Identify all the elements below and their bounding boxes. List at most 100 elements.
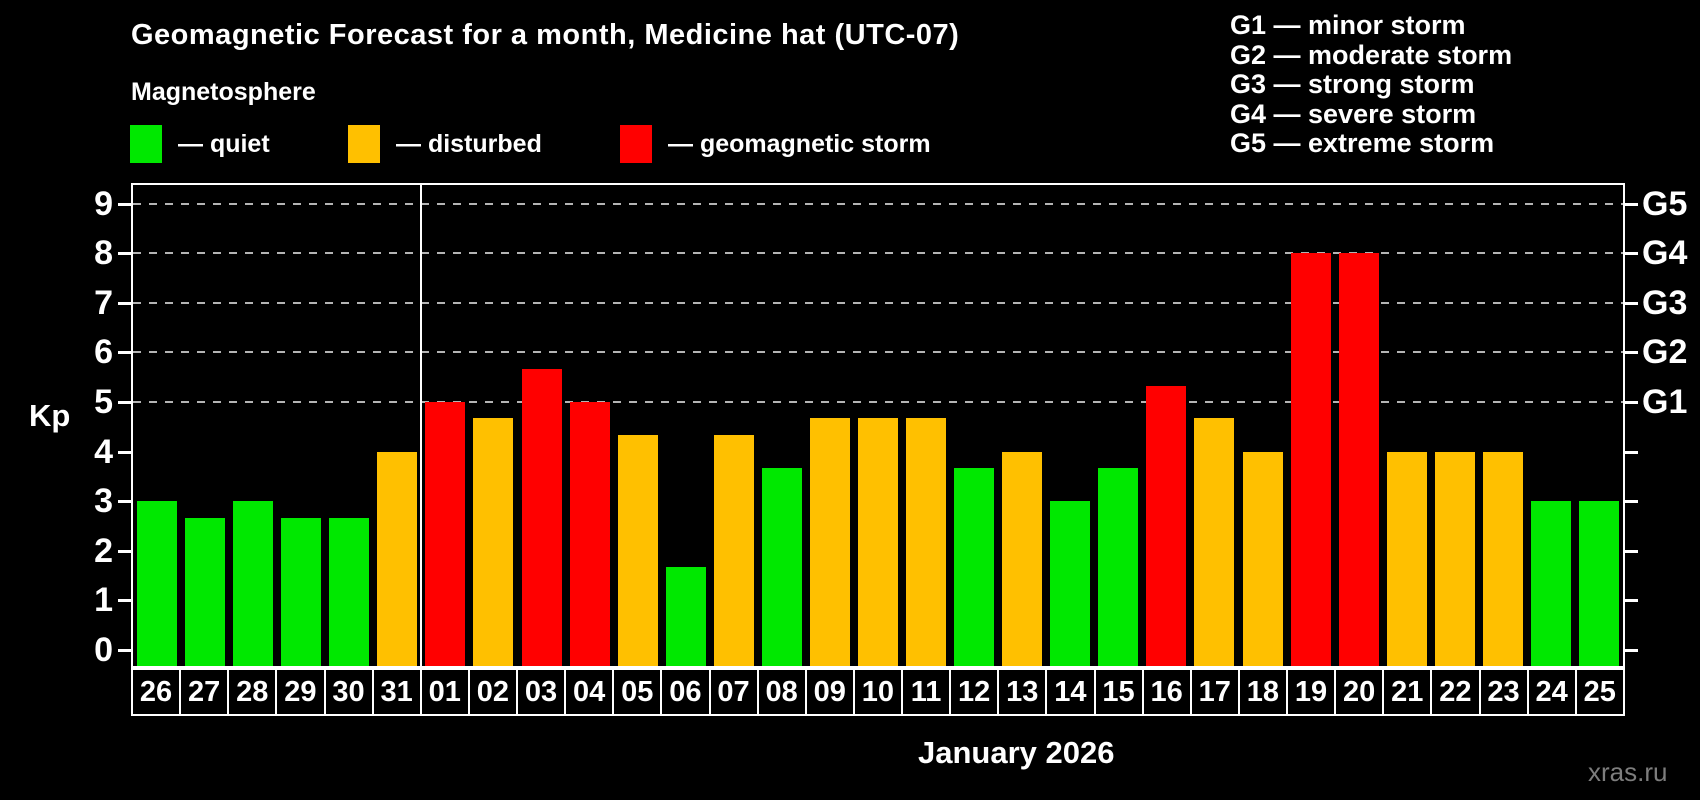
legend-item-storm: — geomagnetic storm (620, 122, 931, 166)
kp-bar-day-28 (233, 501, 274, 666)
kp-bar-day-05 (617, 435, 658, 666)
y-axis-tick (118, 450, 131, 454)
y-axis-tick-label: 0 (94, 631, 113, 669)
day-label-27: 27 (179, 668, 230, 716)
day-label-09: 09 (804, 668, 855, 716)
day-label-18: 18 (1237, 668, 1288, 716)
right-axis-label-g3: G3 (1642, 283, 1688, 322)
y-axis-tick-label: 1 (94, 581, 113, 620)
y-axis-tick (118, 500, 131, 504)
day-label-19: 19 (1286, 668, 1337, 716)
x-axis-day-row: 26 27 28 29 30 31 01 02 03 04 05 06 07 08 09 10 11 12 13 14… (131, 668, 1625, 716)
kp-bar-day-26 (137, 501, 178, 666)
day-label-16: 16 (1141, 668, 1192, 716)
kp-bar-day-13 (1002, 452, 1043, 666)
day-label-04: 04 (564, 668, 615, 716)
kp-bar-day-01 (425, 402, 466, 666)
legend-label-quiet: — quiet (178, 129, 270, 158)
storm-swatch (620, 125, 652, 163)
day-label-05: 05 (612, 668, 663, 716)
kp-bar-day-31 (377, 452, 418, 666)
kp-bar-day-19 (1290, 253, 1331, 666)
gridline-kp6 (133, 351, 1623, 354)
legend-label-storm: — geomagnetic storm (668, 129, 931, 158)
kp-bar-day-23 (1482, 452, 1523, 666)
day-label-20: 20 (1334, 668, 1385, 716)
right-axis-tick (1625, 500, 1638, 504)
gridline-kp5 (133, 401, 1623, 403)
legend-label-disturbed: — disturbed (396, 129, 542, 158)
day-label-23: 23 (1478, 668, 1529, 716)
kp-bar-day-17 (1194, 418, 1235, 666)
right-axis-tick (1625, 450, 1638, 454)
day-label-21: 21 (1382, 668, 1433, 716)
day-label-30: 30 (323, 668, 374, 716)
kp-bar-day-30 (329, 518, 370, 666)
right-axis-tick (1625, 599, 1638, 603)
kp-bar-day-09 (809, 418, 850, 666)
magnetosphere-subtitle: Magnetosphere (131, 78, 316, 106)
plot-area: Kp G1 G2 G3 G4 G5 0 1 2 3 4 5 6 7 8 9 (29, 183, 1687, 669)
storm-scale-line-g1: G1 — minor storm (1230, 10, 1466, 40)
day-label-01: 01 (419, 668, 470, 716)
kp-bar-day-27 (185, 518, 226, 666)
day-label-02: 02 (467, 668, 518, 716)
day-label-25: 25 (1574, 668, 1625, 716)
day-label-10: 10 (852, 668, 903, 716)
right-axis-tick (1625, 351, 1638, 355)
kp-bar-day-02 (473, 418, 514, 666)
right-axis-label-g5: G5 (1642, 184, 1688, 223)
legend-item-disturbed: — disturbed (348, 122, 542, 166)
y-axis-tick (118, 649, 131, 652)
quiet-swatch (130, 125, 162, 163)
day-label-22: 22 (1430, 668, 1481, 716)
kp-bar-day-10 (858, 418, 898, 666)
day-label-03: 03 (516, 668, 567, 716)
y-axis-tick (118, 252, 131, 256)
y-axis-tick-label: 2 (94, 531, 113, 570)
storm-scale-line-g5: G5 — extreme storm (1230, 128, 1495, 158)
day-label-29: 29 (275, 668, 326, 716)
y-axis-tick (118, 549, 131, 553)
disturbed-swatch (348, 125, 380, 163)
kp-bar-day-08 (761, 468, 802, 666)
kp-bar-day-25 (1578, 501, 1619, 666)
storm-scale-legend: G1 — minor storm G2 — moderate storm G3 — … (1230, 10, 1512, 159)
day-label-17: 17 (1189, 668, 1240, 716)
kp-bar-day-03 (521, 369, 562, 666)
day-label-24: 24 (1526, 668, 1577, 716)
kp-bar-day-12 (954, 468, 995, 666)
kp-bar-day-21 (1386, 452, 1427, 666)
right-axis-tick (1625, 549, 1638, 553)
kp-bar-day-20 (1338, 253, 1379, 666)
storm-scale-line-g4: G4 — severe storm (1230, 98, 1477, 129)
day-label-13: 13 (997, 668, 1048, 716)
legend-item-quiet: — quiet (130, 122, 270, 166)
y-axis-title: Kp (29, 398, 71, 433)
kp-bar-day-24 (1530, 501, 1571, 666)
right-axis-tick (1625, 649, 1638, 652)
watermark: xras.ru (1588, 757, 1668, 787)
day-label-31: 31 (371, 668, 422, 716)
kp-bar-day-22 (1434, 452, 1475, 666)
kp-bar-day-18 (1242, 452, 1283, 666)
x-axis-month-label: January 2026 (918, 735, 1115, 770)
y-axis-tick-label: 6 (94, 333, 113, 372)
y-axis-tick-label: 4 (94, 432, 113, 471)
y-axis-tick-label: 8 (94, 234, 113, 273)
right-axis-label-g2: G2 (1642, 333, 1688, 372)
kp-bar-day-07 (713, 435, 754, 666)
day-label-12: 12 (949, 668, 1000, 716)
right-axis-label-g4: G4 (1642, 234, 1688, 273)
kp-bar-day-14 (1050, 501, 1091, 666)
kp-bar-day-16 (1146, 386, 1187, 666)
day-label-06: 06 (660, 668, 711, 716)
y-axis-tick (118, 401, 131, 404)
right-axis-tick (1625, 301, 1638, 305)
kp-bar-day-29 (281, 518, 322, 666)
gridline-kp7 (133, 301, 1623, 304)
y-axis-tick (118, 301, 131, 305)
storm-scale-line-g3: G3 — strong storm (1230, 69, 1475, 99)
y-axis-tick (118, 202, 131, 206)
